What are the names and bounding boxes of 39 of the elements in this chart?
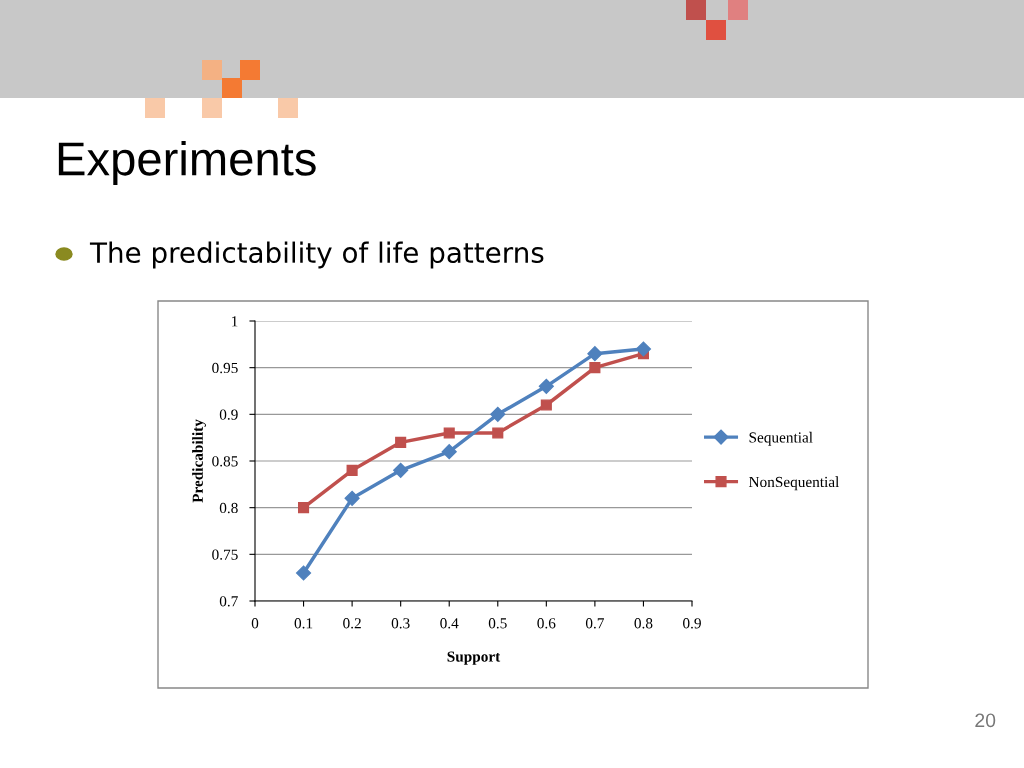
x-tick-label: 0.5 (488, 618, 507, 629)
point (346, 464, 358, 476)
y-tick-label: 0.9 (219, 409, 238, 420)
x-tick-label: 0.4 (440, 618, 459, 629)
text: 20 (975, 713, 996, 728)
y-tick-label: 0.75 (212, 549, 238, 560)
point (635, 341, 652, 357)
legend-label: NonSequential (748, 476, 840, 491)
x-tick-label: 0.6 (537, 618, 556, 629)
y-tick-label: 0.8 (219, 502, 238, 514)
x-tick-label: 0.9 (683, 618, 701, 629)
point (540, 399, 552, 411)
chart-subtitle: The predictability of life patterns (89, 241, 544, 269)
y-tick-label: 0.7 (219, 596, 238, 607)
y-tick-label: 1 (232, 316, 238, 327)
x-tick-label: 0.2 (343, 618, 361, 629)
x-axis-title: Support (447, 651, 501, 665)
y-tick-label: 0.85 (212, 456, 238, 467)
chart-title: Experiments (58, 140, 316, 186)
point (490, 406, 506, 422)
x-tick-label: 0 (251, 618, 259, 629)
y-axis-title: Predicability (192, 419, 207, 503)
point (587, 346, 603, 362)
point (295, 565, 312, 581)
point (441, 444, 457, 460)
x-tick-label: 0.8 (634, 618, 653, 629)
point (297, 502, 310, 514)
point (589, 362, 601, 374)
point (538, 378, 554, 394)
x-tick-label: 0.3 (391, 618, 410, 629)
y-tick-label: 0.95 (212, 362, 238, 374)
point (344, 490, 360, 506)
point (443, 427, 455, 439)
point (393, 462, 409, 478)
legend-label: Sequential (749, 431, 813, 446)
point (395, 436, 407, 448)
point (492, 427, 504, 439)
x-tick-label: 0.1 (294, 618, 313, 629)
x-tick-label: 0.7 (585, 618, 604, 629)
